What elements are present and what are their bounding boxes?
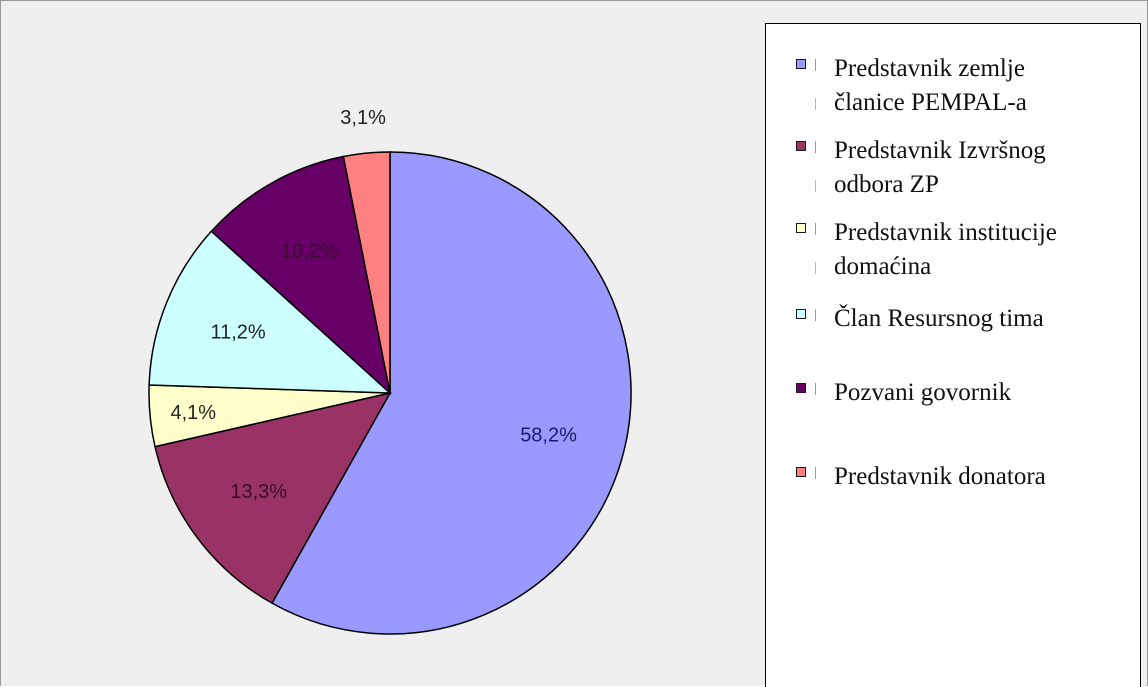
legend-swatch (796, 467, 806, 477)
pie-slice (270, 151, 632, 635)
pie-slice (210, 155, 392, 396)
slice-data-label: 13,3% (230, 481, 287, 503)
pie-slice (342, 151, 391, 394)
legend-separator (815, 98, 816, 110)
slice-data-label: 10,2% (281, 240, 338, 262)
legend-label: Predstavnik Izvršnog odbora ZP (834, 137, 1046, 198)
pie-slice (148, 230, 393, 394)
pie-slice (154, 391, 392, 605)
legend-label: Predstavnik zemlje članice PEMPAL-a (834, 55, 1027, 116)
legend-label: Predstavnik donatora (834, 463, 1046, 490)
legend: Predstavnik zemlje članice PEMPAL-a Preds… (765, 23, 1141, 687)
legend-separator (815, 180, 816, 192)
legend-separator (815, 467, 816, 479)
legend-swatch (796, 59, 806, 69)
legend-separator (815, 383, 816, 395)
slice-data-label: 58,2% (520, 424, 577, 446)
slice-data-label: 4,1% (170, 402, 216, 424)
legend-swatch (796, 383, 806, 393)
pie-chart: 58,2% 13,3% 4,1% 11,2% 10,2% 3,1% (148, 107, 632, 635)
legend-separator (815, 262, 816, 274)
legend-swatch (796, 141, 806, 151)
slice-data-label: 11,2% (210, 322, 265, 344)
legend-separator (815, 141, 816, 153)
slice-data-label: 3,1% (340, 107, 386, 129)
legend-label: Pozvani govornik (834, 379, 1012, 406)
legend-label: Predstavnik institucije domaćina (834, 219, 1057, 280)
legend-label: Član Resursnog tima (834, 305, 1044, 332)
legend-separator (815, 223, 816, 235)
legend-separator (815, 309, 816, 321)
legend-swatch (796, 223, 806, 233)
legend-swatch (796, 309, 806, 319)
legend-separator (815, 59, 816, 71)
